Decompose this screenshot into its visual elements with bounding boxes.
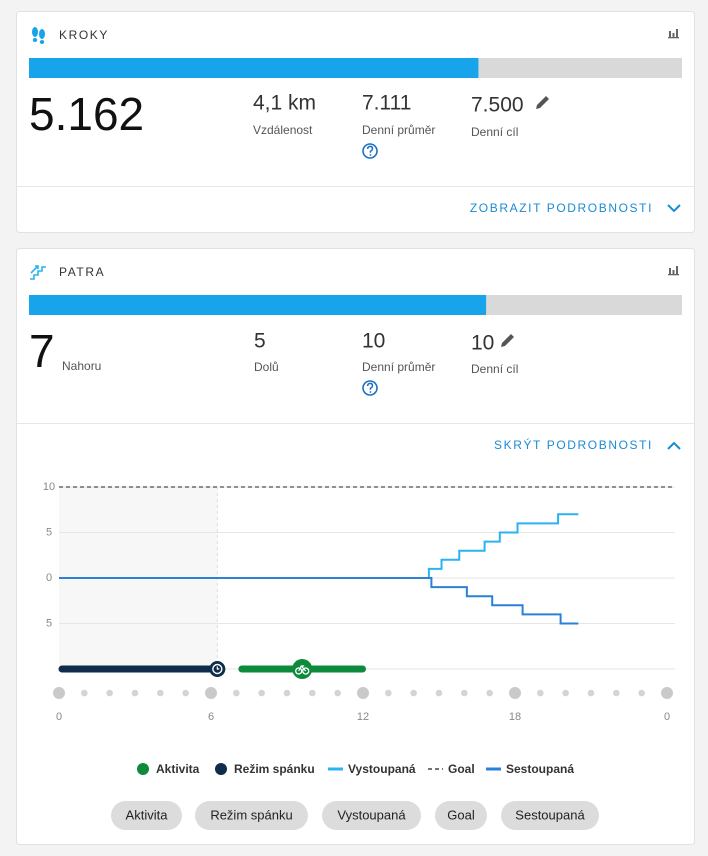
hour-dot bbox=[385, 689, 392, 697]
activity-icon bbox=[302, 667, 310, 675]
hour-dot bbox=[309, 689, 316, 697]
hour-dot bbox=[537, 689, 544, 697]
hour-dot bbox=[587, 689, 595, 697]
progress-fill bbox=[29, 295, 487, 315]
hour-dot bbox=[233, 689, 240, 697]
toggle-button[interactable] bbox=[195, 801, 308, 830]
hour-dot bbox=[131, 689, 139, 697]
stat-label: Denní průměr bbox=[362, 360, 435, 374]
sleep-icon bbox=[216, 666, 220, 670]
hour-dot bbox=[486, 689, 493, 697]
chart-icon[interactable] bbox=[668, 266, 679, 276]
stat-value: 10 bbox=[362, 330, 385, 353]
x-tick-dot bbox=[53, 687, 65, 699]
activity-icon bbox=[292, 659, 313, 679]
toggle-button[interactable] bbox=[435, 801, 487, 830]
hour-dot bbox=[182, 689, 189, 697]
hour-dot bbox=[461, 689, 468, 697]
toggle-label[interactable]: Režim spánku bbox=[210, 807, 292, 822]
chevron-down[interactable] bbox=[667, 204, 681, 213]
floors-icon bbox=[30, 265, 46, 280]
stat-label: Denní průměr bbox=[362, 123, 435, 137]
toggle-button[interactable] bbox=[111, 801, 182, 830]
toggle-label[interactable]: Aktivita bbox=[126, 807, 169, 822]
hour-dot bbox=[81, 689, 88, 697]
legend-swatch bbox=[137, 763, 149, 775]
x-tick-dot bbox=[357, 687, 369, 699]
toggle-label[interactable]: Vystoupaná bbox=[337, 807, 406, 822]
x-tick-label: 6 bbox=[208, 711, 214, 723]
progress-fill bbox=[29, 58, 479, 78]
legend-label: Sestoupaná bbox=[506, 762, 574, 776]
series-line bbox=[59, 513, 579, 579]
legend-label: Režim spánku bbox=[234, 762, 315, 776]
y-tick-label: 5 bbox=[46, 526, 52, 538]
hour-dot bbox=[410, 689, 417, 697]
x-tick-label: 18 bbox=[509, 711, 521, 723]
series-line bbox=[59, 577, 579, 625]
chart-icon[interactable] bbox=[668, 29, 679, 39]
hour-dot bbox=[334, 689, 341, 697]
stat-value: 7.111 bbox=[362, 92, 411, 115]
hour-dot bbox=[106, 689, 113, 697]
stat-value: 4,1 km bbox=[253, 92, 316, 115]
hour-dot bbox=[562, 689, 569, 697]
x-tick-dot bbox=[205, 687, 217, 699]
toggle-button[interactable] bbox=[501, 801, 599, 830]
y-tick-label: 10 bbox=[43, 481, 55, 493]
y-tick-label: 0 bbox=[46, 572, 52, 584]
hour-dot bbox=[157, 689, 164, 697]
activity-icon bbox=[298, 664, 307, 672]
toggle-label[interactable]: Goal bbox=[447, 807, 475, 822]
legend-label: Vystoupaná bbox=[348, 762, 416, 776]
series-toggle[interactable]: Sestoupaná bbox=[501, 801, 599, 830]
goal-value: 10 bbox=[471, 332, 494, 355]
hour-dot bbox=[283, 689, 291, 697]
series-toggle[interactable]: Goal bbox=[435, 801, 487, 830]
hour-dot bbox=[435, 689, 443, 697]
card-title: KROKY bbox=[59, 28, 109, 42]
help-icon[interactable] bbox=[362, 380, 378, 396]
floors-chart: 10 5 0 5 0 6 12 18 0 Aktivita Aktivita Režim spánku… bbox=[43, 481, 675, 830]
toggle-label[interactable]: Sestoupaná bbox=[515, 807, 585, 822]
details-toggle[interactable]: SKRÝT PODROBNOSTI bbox=[494, 437, 653, 452]
card-title: PATRA bbox=[59, 265, 105, 279]
edit-icon[interactable] bbox=[536, 96, 549, 109]
hour-dot bbox=[613, 689, 620, 697]
legend-swatch bbox=[215, 763, 227, 775]
x-tick-dot bbox=[661, 687, 673, 699]
sleep-icon bbox=[212, 663, 223, 675]
x-tick-label: 12 bbox=[357, 711, 369, 723]
x-tick-label: 0 bbox=[664, 711, 670, 723]
y-tick-label: 5 bbox=[46, 617, 52, 629]
goal-label: Denní cíl bbox=[471, 125, 518, 139]
stat-label: Vzdálenost bbox=[253, 123, 313, 137]
legend-label: Aktivita bbox=[156, 762, 200, 776]
hour-dot bbox=[258, 689, 265, 697]
count-label: Nahoru bbox=[62, 359, 101, 373]
x-tick-label: 0 bbox=[56, 711, 62, 723]
step-count: 5.162 bbox=[29, 88, 144, 140]
hour-dot bbox=[638, 689, 645, 697]
stat-label: Dolů bbox=[254, 360, 279, 374]
stat-value: 5 bbox=[254, 330, 266, 353]
series-toggle[interactable]: Režim spánku bbox=[195, 801, 308, 830]
series-toggle[interactable]: Vystoupaná bbox=[322, 801, 421, 830]
goal-value: 7.500 bbox=[471, 94, 524, 117]
x-tick-dot bbox=[509, 687, 521, 699]
steps-icon bbox=[32, 27, 45, 44]
series-toggle[interactable]: Aktivita bbox=[111, 801, 182, 830]
floors-count: 7 bbox=[29, 325, 55, 377]
goal-label: Denní cíl bbox=[471, 362, 518, 376]
activity-icon bbox=[295, 667, 303, 675]
edit-icon[interactable] bbox=[501, 334, 514, 347]
help-icon[interactable] bbox=[362, 143, 378, 159]
details-toggle[interactable]: ZOBRAZIT PODROBNOSTI bbox=[470, 201, 653, 215]
legend-label: Goal bbox=[448, 762, 475, 776]
chevron-up[interactable] bbox=[667, 441, 681, 450]
toggle-button[interactable] bbox=[322, 801, 421, 830]
